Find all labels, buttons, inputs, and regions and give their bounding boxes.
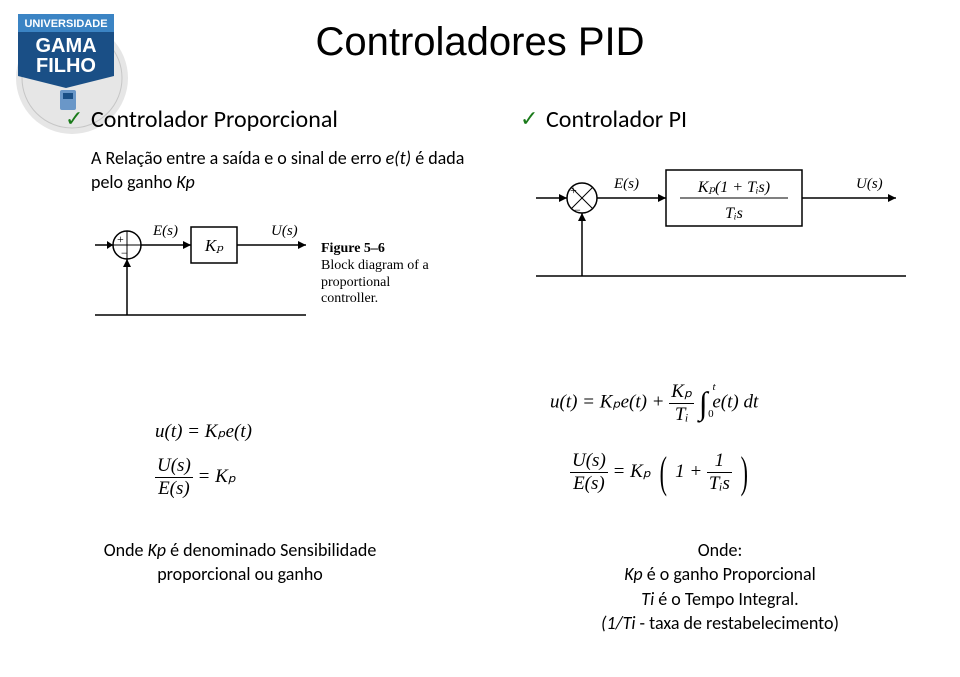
page-title: Controladores PID [0, 20, 960, 65]
svg-text:+: + [117, 232, 124, 246]
left-note: Onde Kp é denominado Sensibilidade propo… [100, 538, 380, 587]
right-column: ✓ Controlador PI + − E(s) Kₚ(1 + Tᵢs) [520, 105, 940, 313]
svg-text:U(s): U(s) [271, 223, 298, 239]
svg-text:Kₚ(1 + Tᵢs): Kₚ(1 + Tᵢs) [697, 179, 770, 196]
equation-pi-time: u(t) = Kₚe(t) + Kₚ Tᵢ ∫t0 e(t) dt [550, 380, 758, 426]
left-column: ✓ Controlador Proporcional A Relação ent… [65, 105, 465, 360]
right-heading: ✓ Controlador PI [520, 105, 940, 134]
figure-5-6: + − E(s) Kₚ U(s) Figure 5–6 [91, 205, 465, 360]
svg-text:Kₚ: Kₚ [204, 236, 224, 255]
left-heading: ✓ Controlador Proporcional [65, 105, 465, 134]
svg-text:E(s): E(s) [613, 176, 639, 192]
svg-text:−: − [574, 203, 581, 217]
right-note: Onde: Kp é o ganho Proporcional Ti é o T… [560, 538, 880, 635]
figure-pi-block: + − E(s) Kₚ(1 + Tᵢs) Tᵢs U(s) [526, 148, 940, 313]
equation-us-kp: U(s) E(s) = Kₚ [155, 455, 236, 500]
check-icon: ✓ [520, 109, 540, 129]
equation-ut-kp: u(t) = Kₚe(t) [155, 420, 252, 443]
svg-text:+: + [570, 183, 577, 197]
svg-text:U(s): U(s) [856, 176, 883, 192]
svg-text:E(s): E(s) [152, 223, 178, 239]
svg-text:Tᵢs: Tᵢs [725, 205, 743, 222]
equation-pi-laplace: U(s) E(s) = Kₚ ( 1 + 1 Tᵢs ) [570, 450, 751, 495]
check-icon: ✓ [65, 109, 85, 129]
svg-text:−: − [121, 246, 128, 260]
left-description: A Relação entre a saída e o sinal de err… [91, 146, 465, 195]
